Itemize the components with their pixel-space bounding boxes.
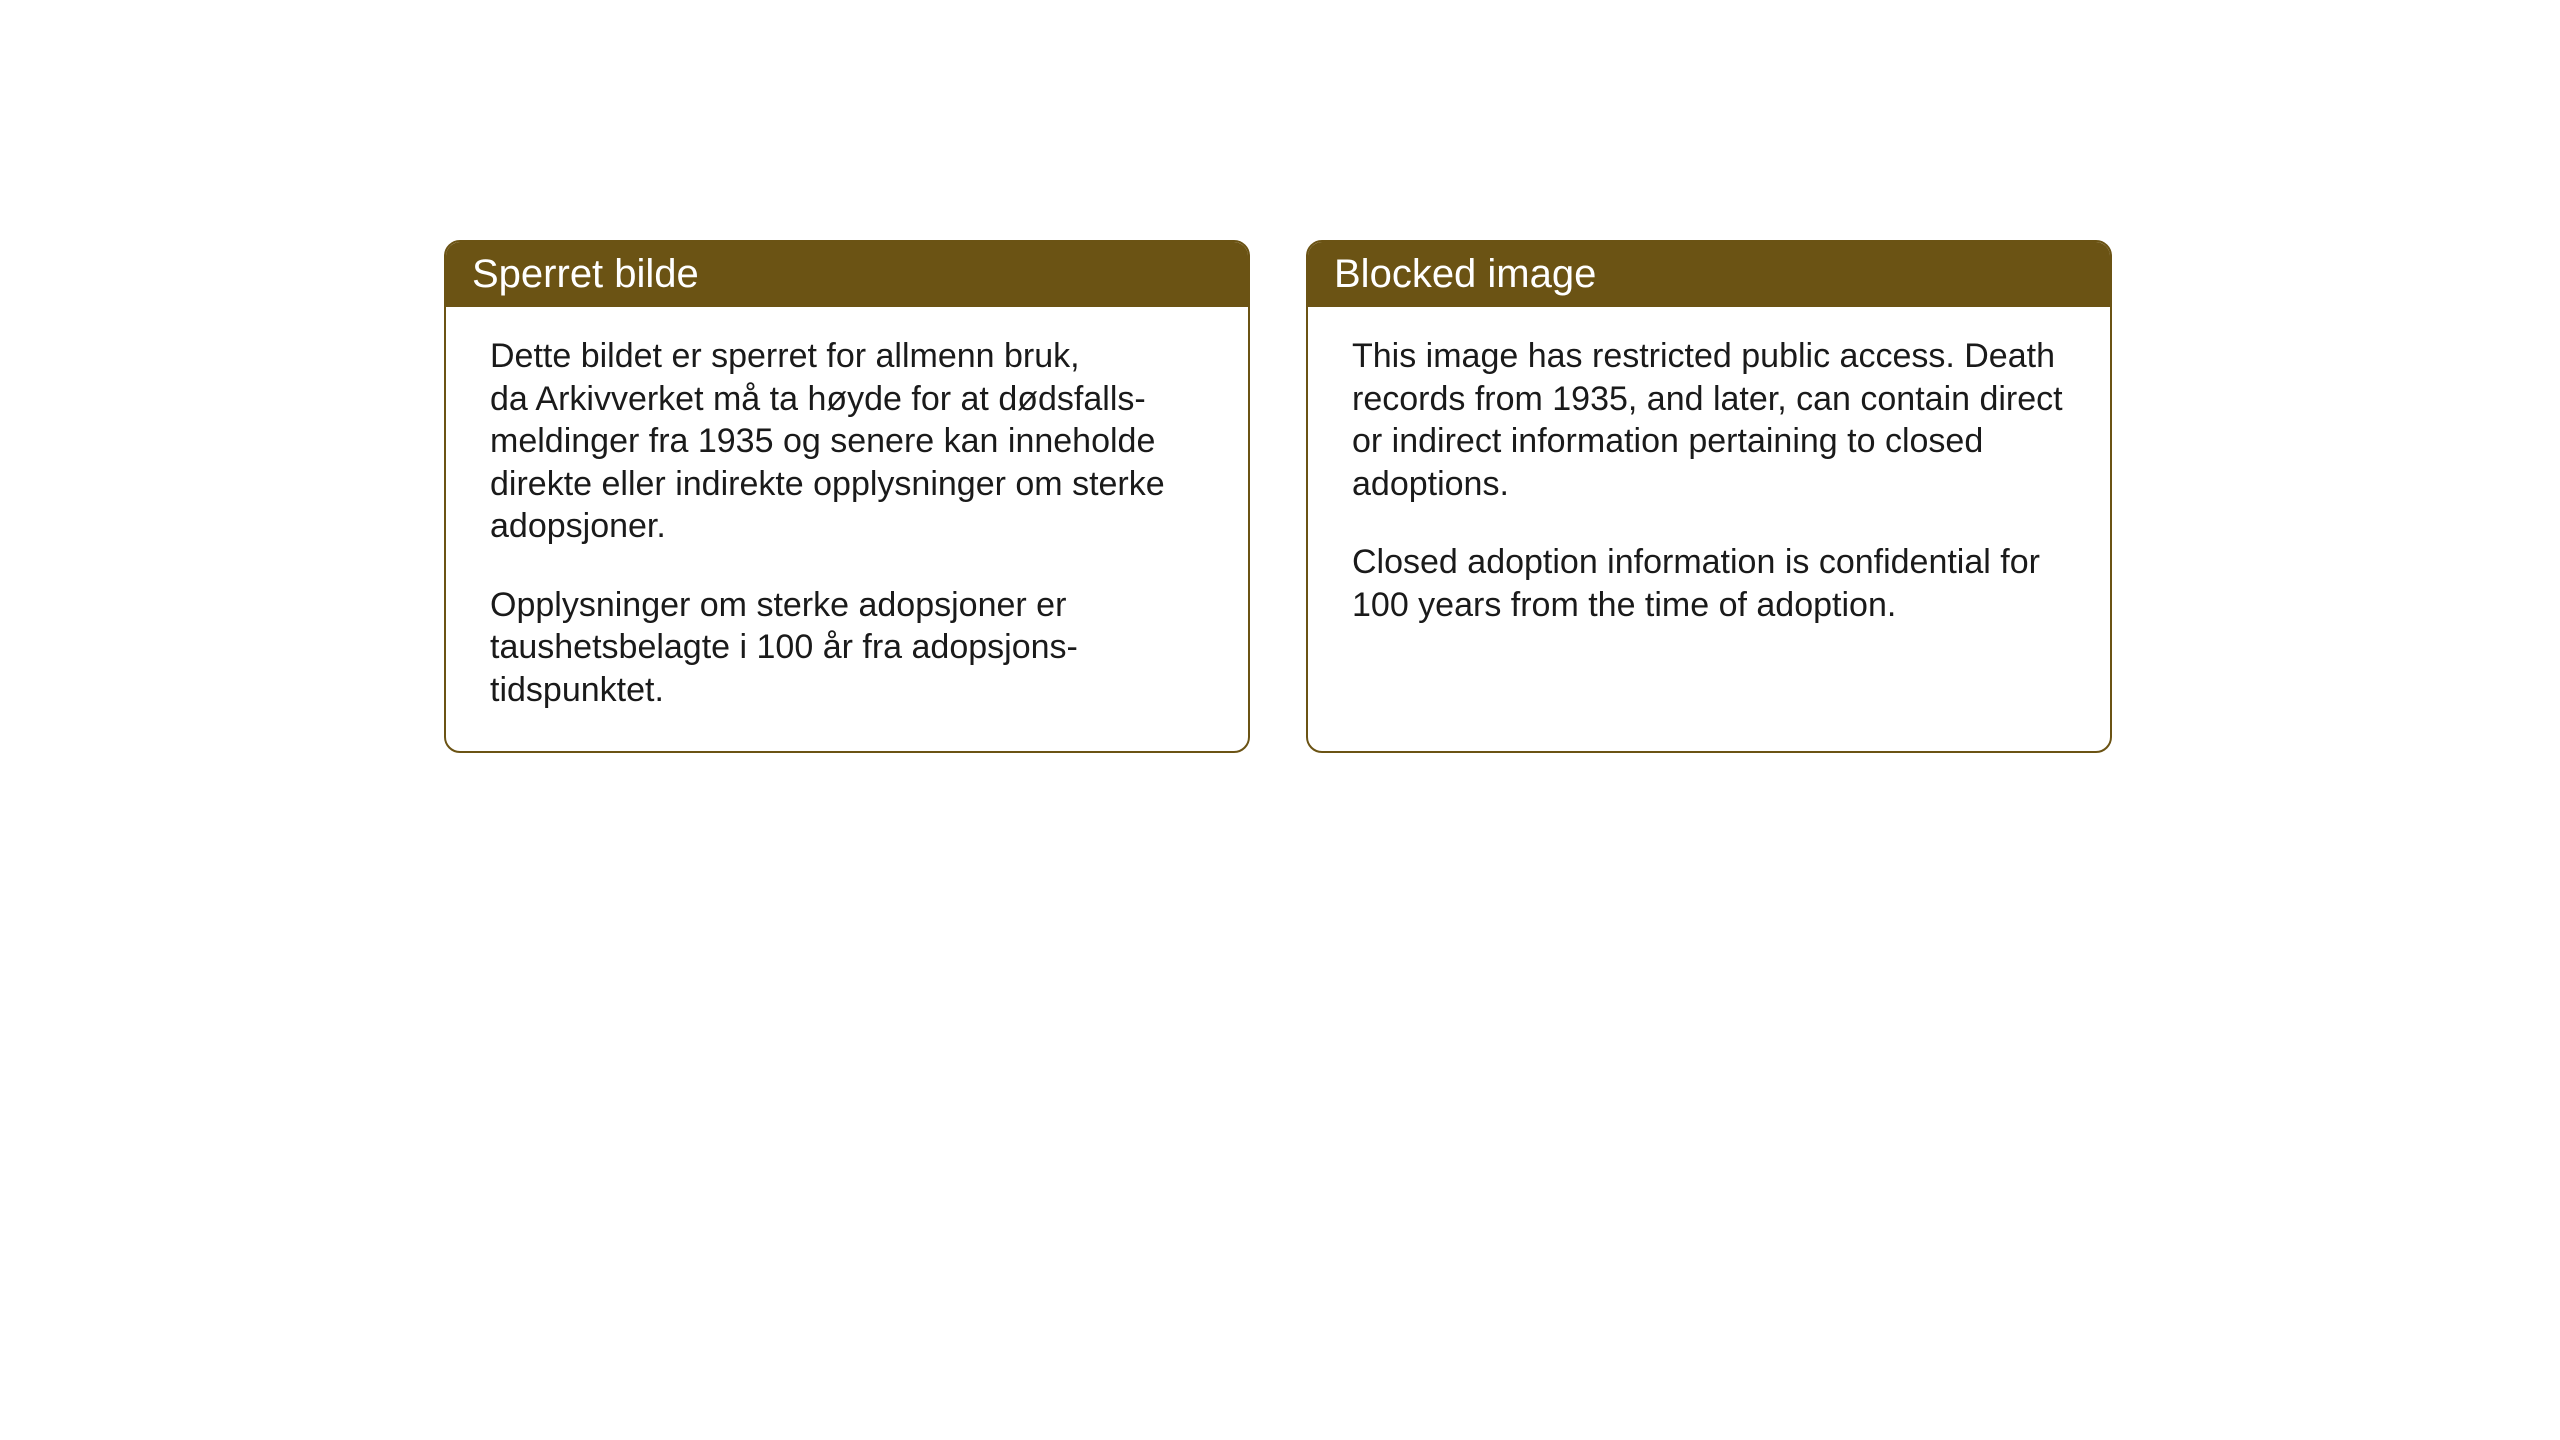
norwegian-paragraph-1: Dette bildet er sperret for allmenn bruk… [490, 335, 1204, 548]
norwegian-card-title: Sperret bilde [446, 242, 1248, 307]
english-paragraph-1: This image has restricted public access.… [1352, 335, 2066, 505]
norwegian-card-body: Dette bildet er sperret for allmenn bruk… [446, 307, 1248, 751]
english-card-title: Blocked image [1308, 242, 2110, 307]
english-notice-card: Blocked image This image has restricted … [1306, 240, 2112, 753]
norwegian-notice-card: Sperret bilde Dette bildet er sperret fo… [444, 240, 1250, 753]
norwegian-paragraph-2: Opplysninger om sterke adopsjoner er tau… [490, 584, 1204, 712]
english-card-body: This image has restricted public access.… [1308, 307, 2110, 727]
english-paragraph-2: Closed adoption information is confident… [1352, 541, 2066, 626]
notice-container: Sperret bilde Dette bildet er sperret fo… [0, 0, 2560, 753]
